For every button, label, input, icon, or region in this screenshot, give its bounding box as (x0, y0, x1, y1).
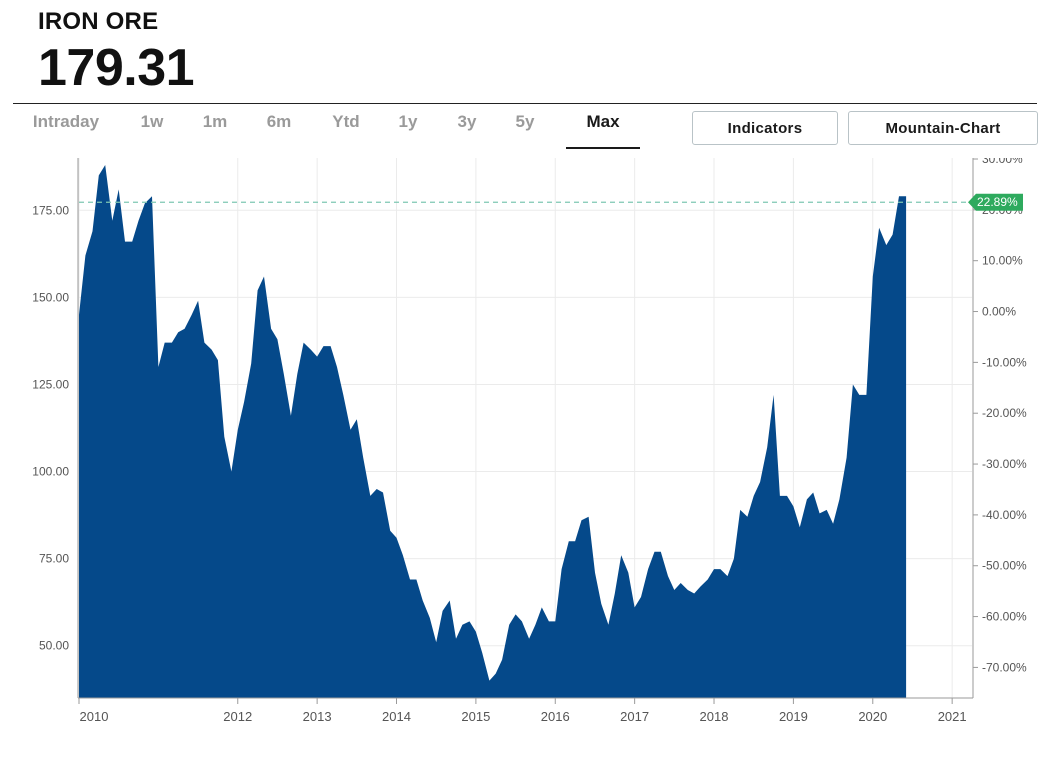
instrument-title: IRON ORE (38, 8, 159, 35)
price-chart[interactable]: 50.00 75.00 100.00 125.00 150.00 175.00 30.00… (0, 158, 1054, 758)
x-tick-label: 2016 (541, 709, 570, 724)
left-tick-label: 50.00 (39, 639, 69, 653)
tab-1m[interactable]: 1m (202, 112, 228, 131)
chart-type-button[interactable]: Mountain-Chart (848, 111, 1038, 145)
right-tick-label: -20.00% (982, 406, 1027, 420)
timeframe-tabs: Intraday 1w 1m 6m Ytd 1y 3y 5y Max (14, 107, 640, 149)
right-tick-label: 10.00% (982, 254, 1023, 268)
x-tick-label: 2021 (938, 709, 967, 724)
x-tick-label: 2015 (461, 709, 490, 724)
current-change-badge: 22.89% (968, 193, 1023, 211)
badge-label: 22.89% (977, 195, 1018, 209)
x-tick-label: 2012 (223, 709, 252, 724)
right-tick-label: 30.00% (982, 158, 1023, 166)
tab-intraday[interactable]: Intraday (32, 112, 100, 131)
left-tick-label: 150.00 (32, 290, 69, 304)
x-tick-label: 2013 (303, 709, 332, 724)
right-axis-labels: 30.00%20.00%10.00%0.00%-10.00%-20.00%-30… (973, 158, 1027, 674)
left-tick-label: 175.00 (32, 203, 69, 217)
tab-1w[interactable]: 1w (140, 112, 164, 131)
left-tick-label: 100.00 (32, 465, 69, 479)
x-tick-label: 2017 (620, 709, 649, 724)
tab-1y[interactable]: 1y (398, 112, 418, 131)
badge-background (968, 193, 1023, 211)
tab-ytd[interactable]: Ytd (332, 112, 360, 131)
right-tick-label: -10.00% (982, 355, 1027, 369)
right-tick-label: -30.00% (982, 457, 1027, 471)
right-tick-label: 0.00% (982, 305, 1016, 319)
tab-5y[interactable]: 5y (515, 112, 535, 131)
left-tick-label: 75.00 (39, 552, 69, 566)
x-tick-label: 2019 (779, 709, 808, 724)
right-tick-label: -70.00% (982, 660, 1027, 674)
right-tick-label: -50.00% (982, 559, 1027, 573)
tab-6m[interactable]: 6m (266, 112, 292, 131)
left-tick-label: 125.00 (32, 377, 69, 391)
x-tick-label: 2010 (80, 709, 109, 724)
tab-3y[interactable]: 3y (457, 112, 477, 131)
indicators-button[interactable]: Indicators (692, 111, 838, 145)
x-axis-labels: 2010 2012 2013 2014 2015 2016 2017 2018 2019 2020… (78, 698, 967, 724)
x-tick-label: 2014 (382, 709, 411, 724)
right-tick-label: -40.00% (982, 508, 1027, 522)
current-price: 179.31 (38, 39, 195, 97)
right-tick-label: -60.00% (982, 610, 1027, 624)
left-axis-labels: 50.00 75.00 100.00 125.00 150.00 175.00 (32, 203, 69, 652)
price-area (79, 165, 907, 698)
tab-max[interactable]: Max (566, 107, 640, 149)
x-tick-label: 2020 (858, 709, 887, 724)
header-divider (13, 103, 1037, 104)
x-tick-label: 2018 (700, 709, 729, 724)
